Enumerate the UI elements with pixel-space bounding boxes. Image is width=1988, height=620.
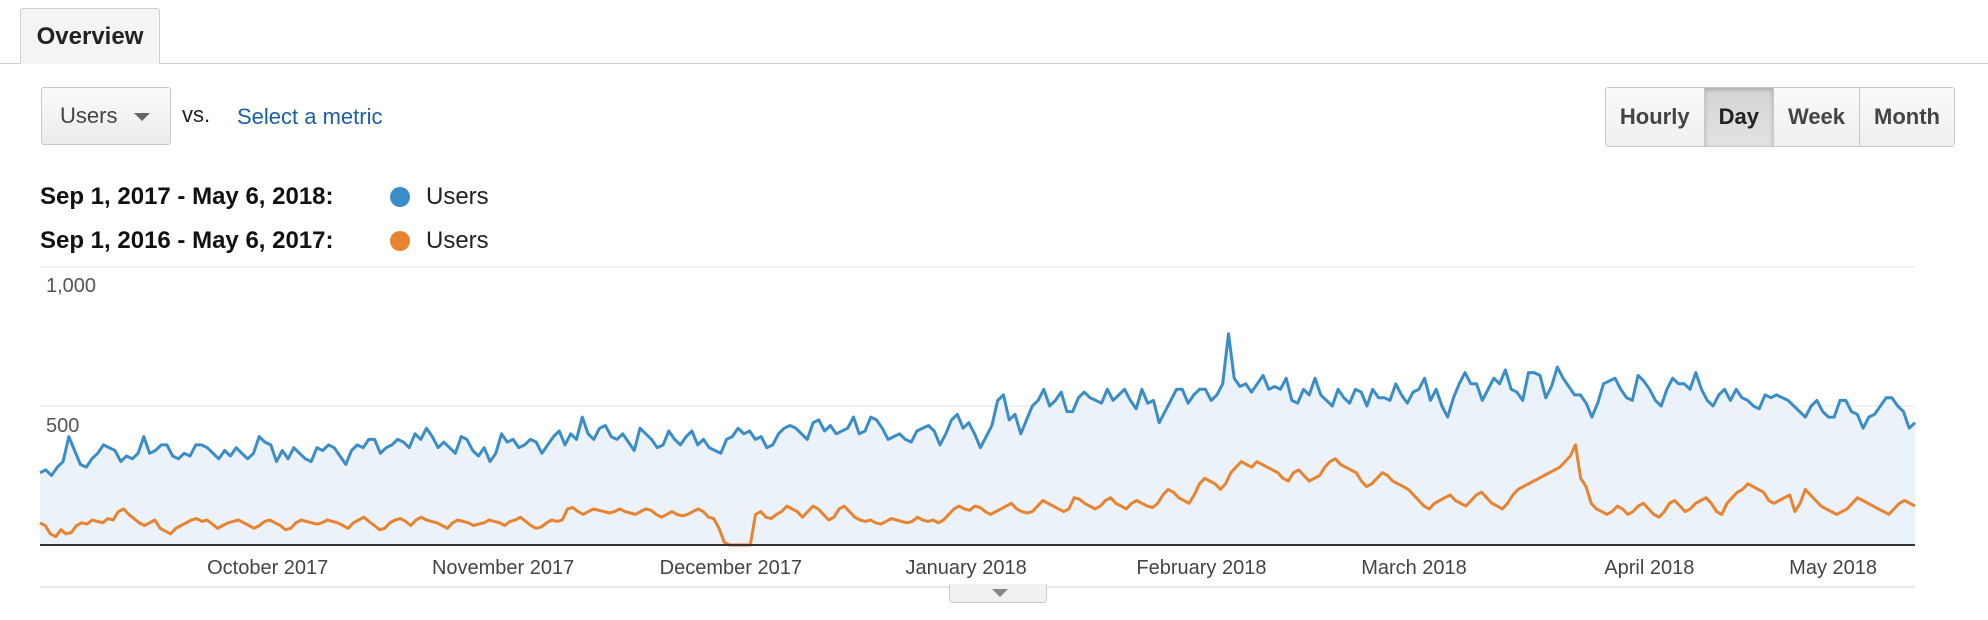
x-tick-label: February 2018	[1136, 557, 1266, 579]
month-button[interactable]: Month	[1859, 88, 1954, 146]
caret-down-icon	[134, 113, 150, 121]
legend-previous-dot	[390, 231, 410, 251]
x-tick-labels: October 2017 November 2017 December 2017 Ja…	[207, 557, 1877, 579]
series-previous-line	[39, 443, 1916, 547]
legend-current: Sep 1, 2017 - May 6, 2018: Users	[40, 182, 489, 212]
x-tick-label: December 2017	[660, 557, 802, 579]
legend-previous: Sep 1, 2016 - May 6, 2017: Users	[40, 226, 489, 256]
chart-expand-button[interactable]	[949, 584, 1047, 603]
legend-current-range: Sep 1, 2017 - May 6, 2018:	[40, 183, 334, 210]
vs-label: vs.	[182, 102, 211, 127]
hourly-button[interactable]: Hourly	[1605, 88, 1704, 146]
x-tick-label: March 2018	[1361, 557, 1467, 579]
x-tick-label: April 2018	[1604, 557, 1694, 579]
y-tick-1000: 1,000	[46, 275, 96, 297]
series-current-area	[40, 333, 1915, 545]
week-button[interactable]: Week	[1772, 88, 1860, 146]
legend-current-metric: Users	[426, 183, 489, 210]
tab-overview[interactable]: Overview	[20, 8, 160, 64]
tab-divider	[0, 63, 1988, 64]
x-tick-label: January 2018	[905, 557, 1026, 579]
x-tick-label: October 2017	[207, 557, 328, 579]
metric-dropdown[interactable]: Users	[41, 87, 171, 145]
series-current-line	[39, 332, 1917, 477]
select-metric-link[interactable]: Select a metric	[237, 104, 383, 129]
series-layer	[39, 332, 1917, 547]
x-tick-label: May 2018	[1789, 557, 1877, 579]
metric-dropdown-value: Users	[60, 103, 118, 128]
tab-bar: Overview	[0, 0, 1988, 64]
x-tick-label: November 2017	[432, 557, 574, 579]
legend-previous-range: Sep 1, 2016 - May 6, 2017:	[40, 227, 334, 254]
granularity-toggle: Hourly Day Week Month	[1604, 87, 1955, 147]
y-tick-500: 500	[46, 415, 79, 437]
expand-triangle-icon	[992, 589, 1008, 597]
legend-current-dot	[390, 187, 410, 207]
legend-previous-metric: Users	[426, 227, 489, 254]
day-button[interactable]: Day	[1703, 88, 1773, 146]
